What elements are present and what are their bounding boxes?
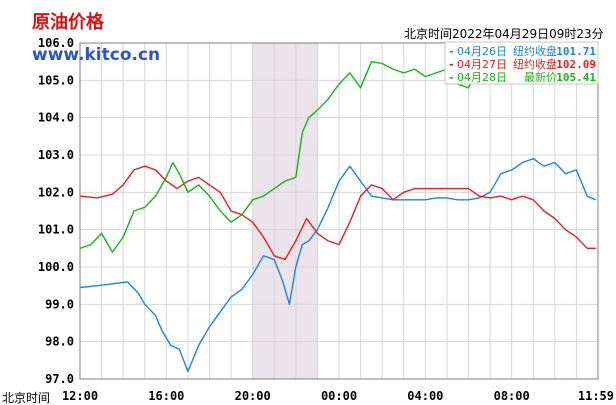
legend-label: 纽约收盘 xyxy=(513,57,557,71)
series-line-3 xyxy=(79,61,480,253)
legend-name: 04月27日 xyxy=(457,58,507,71)
legend-name: 04月28日 xyxy=(457,71,507,84)
series-line-2 xyxy=(79,165,596,261)
x-tick-label: 04:00 xyxy=(407,389,443,403)
legend-marker: - xyxy=(448,45,455,58)
y-tick-label: 106.0 xyxy=(38,36,74,50)
y-tick-label: 103.0 xyxy=(38,148,74,162)
x-tick-label: 11:59 xyxy=(578,389,614,403)
x-tick-label: 08:00 xyxy=(494,389,530,403)
y-tick-label: 97.0 xyxy=(45,372,74,386)
legend-value: 102.09 xyxy=(556,58,596,71)
chart-title: 原油价格 xyxy=(32,11,105,33)
legend-value: 101.71 xyxy=(556,45,596,58)
plot-frame xyxy=(79,42,599,380)
x-tick-label: 00:00 xyxy=(321,389,357,403)
source-watermark: www.kitco.cn xyxy=(32,45,160,65)
legend-marker: - xyxy=(448,71,455,84)
y-tick-label: 98.0 xyxy=(45,335,74,349)
y-tick-label: 104.0 xyxy=(38,111,74,125)
x-axis-label: 北京时间 xyxy=(2,391,50,405)
legend-name: 04月26日 xyxy=(457,45,507,58)
legend-label: 最新价 xyxy=(524,70,557,84)
timestamp-label: 北京时间2022年04月29日09时23分 xyxy=(404,27,604,41)
y-tick-label: 105.0 xyxy=(38,73,74,87)
y-tick-label: 102.0 xyxy=(38,185,74,199)
y-tick-label: 100.0 xyxy=(38,260,74,274)
x-tick-label: 12:00 xyxy=(62,389,98,403)
legend-marker: - xyxy=(448,58,455,71)
legend-label: 纽约收盘 xyxy=(513,44,557,58)
x-tick-label: 20:00 xyxy=(235,389,271,403)
series-line-1 xyxy=(79,158,597,373)
x-tick-label: 16:00 xyxy=(148,389,184,403)
legend-value: 105.41 xyxy=(556,71,596,84)
highlight-band xyxy=(252,43,318,379)
y-tick-label: 99.0 xyxy=(45,297,74,311)
y-tick-label: 101.0 xyxy=(38,223,74,237)
legend-box xyxy=(444,41,599,85)
